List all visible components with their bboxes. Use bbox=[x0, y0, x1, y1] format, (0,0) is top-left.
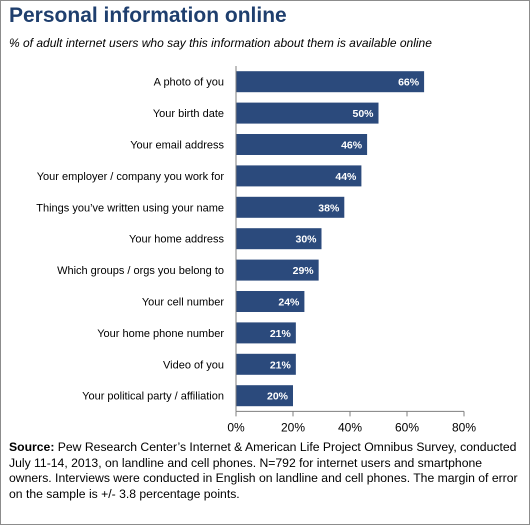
chart-title: Personal information online bbox=[9, 4, 287, 27]
bar bbox=[236, 259, 319, 281]
x-tick-label: 80% bbox=[452, 420, 476, 434]
bar bbox=[236, 196, 345, 218]
bar-value-label: 30% bbox=[295, 234, 317, 246]
bar bbox=[236, 385, 293, 407]
bar-value-label: 46% bbox=[341, 140, 363, 152]
bar bbox=[236, 165, 362, 187]
category-label: Your email address bbox=[130, 140, 224, 152]
bar-value-label: 38% bbox=[318, 202, 340, 214]
bar bbox=[236, 353, 296, 375]
bar bbox=[236, 134, 368, 155]
category-label: Your political party / affiliation bbox=[82, 391, 224, 403]
bar-value-label: 44% bbox=[335, 171, 357, 183]
x-tick-label: 40% bbox=[338, 420, 362, 434]
category-label: Your cell number bbox=[142, 297, 224, 309]
category-label: Your home address bbox=[129, 234, 224, 246]
category-label: A photo of you bbox=[154, 77, 224, 89]
bar-value-label: 21% bbox=[270, 359, 292, 371]
x-tick-label: 0% bbox=[227, 420, 245, 434]
bar-value-label: 20% bbox=[267, 391, 289, 403]
source-note: Source: Pew Research Center’s Internet &… bbox=[9, 440, 524, 502]
bar bbox=[236, 71, 425, 93]
category-label: Your home phone number bbox=[97, 328, 224, 340]
bar-chart: A photo of you 66% Your birth date 50% Your … bbox=[36, 66, 476, 434]
category-label: Which groups / orgs you belong to bbox=[57, 265, 224, 277]
category-label: Video of you bbox=[163, 359, 224, 371]
bar bbox=[236, 228, 322, 250]
bar-value-label: 50% bbox=[352, 108, 374, 120]
x-tick-label: 60% bbox=[395, 420, 419, 434]
bar bbox=[236, 322, 296, 344]
bar-value-label: 29% bbox=[293, 265, 315, 277]
source-label: Source: bbox=[9, 440, 55, 454]
bar-value-label: 21% bbox=[270, 328, 292, 340]
x-tick-label: 20% bbox=[281, 420, 305, 434]
category-label: Your birth date bbox=[153, 108, 224, 120]
chart-subtitle: % of adult internet users who say this i… bbox=[9, 36, 432, 50]
bar bbox=[236, 291, 305, 312]
bar bbox=[236, 102, 379, 124]
category-label: Your employer / company you work for bbox=[37, 171, 225, 183]
category-label: Things you’ve written using your name bbox=[36, 202, 224, 214]
bar-value-label: 24% bbox=[278, 297, 300, 309]
source-text: Pew Research Center’s Internet & America… bbox=[9, 440, 518, 501]
bar-value-label: 66% bbox=[398, 77, 420, 89]
